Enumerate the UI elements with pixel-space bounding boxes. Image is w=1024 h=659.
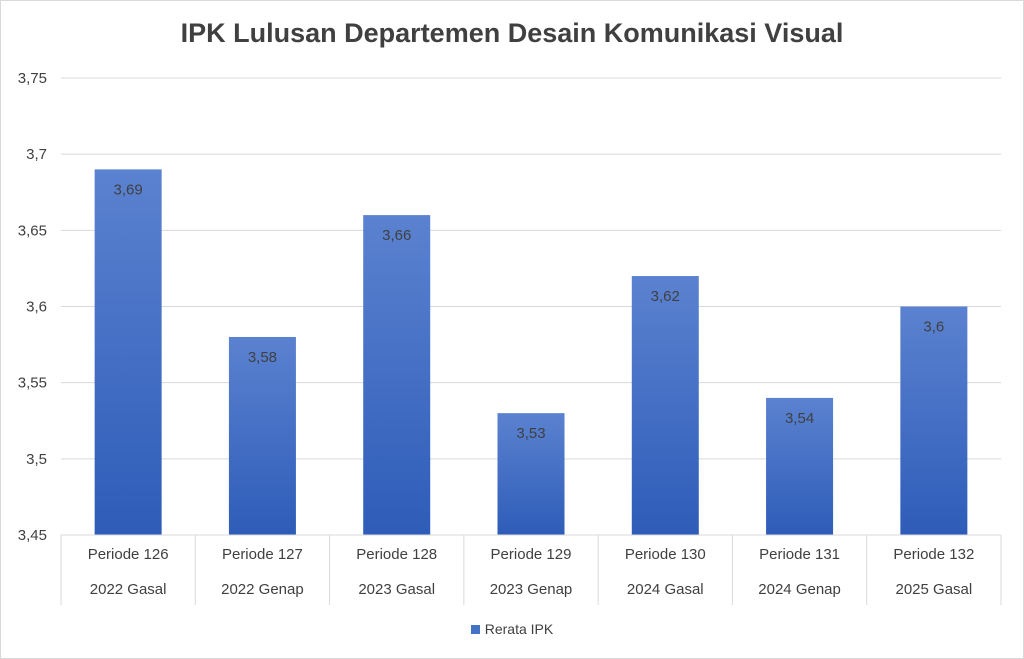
x-category-label: Periode 130 bbox=[625, 546, 706, 563]
bar bbox=[497, 413, 565, 535]
x-category-label: Periode 126 bbox=[88, 546, 169, 563]
x-category-label: 2024 Gasal bbox=[627, 581, 704, 598]
x-category-label: 2025 Gasal bbox=[895, 581, 972, 598]
bar bbox=[631, 276, 699, 535]
bar bbox=[766, 397, 834, 535]
x-category-label: Periode 127 bbox=[222, 546, 303, 563]
legend-swatch bbox=[470, 624, 480, 634]
data-label: 3,6 bbox=[923, 319, 944, 336]
y-tick-label: 3,6 bbox=[26, 299, 47, 316]
x-category-label: 2022 Genap bbox=[221, 581, 304, 598]
data-label: 3,62 bbox=[651, 288, 680, 305]
data-label: 3,53 bbox=[516, 425, 545, 442]
x-category-label: Periode 128 bbox=[356, 546, 437, 563]
y-tick-label: 3,55 bbox=[18, 375, 47, 392]
legend-label: Rerata IPK bbox=[484, 621, 554, 637]
x-category-label: Periode 131 bbox=[759, 546, 840, 563]
y-tick-label: 3,5 bbox=[26, 451, 47, 468]
data-label: 3,69 bbox=[114, 181, 143, 198]
y-tick-label: 3,75 bbox=[18, 70, 47, 87]
x-category-label: Periode 132 bbox=[893, 546, 974, 563]
data-label: 3,58 bbox=[248, 349, 277, 366]
bar bbox=[94, 169, 162, 535]
x-category-label: 2024 Genap bbox=[758, 581, 841, 598]
data-label: 3,66 bbox=[382, 227, 411, 244]
y-tick-label: 3,45 bbox=[18, 527, 47, 544]
x-category-label: 2023 Genap bbox=[490, 581, 573, 598]
legend: Rerata IPK bbox=[0, 621, 1024, 637]
bar bbox=[228, 336, 296, 535]
chart-title: IPK Lulusan Departemen Desain Komunikasi… bbox=[180, 18, 844, 48]
data-label: 3,54 bbox=[785, 410, 814, 427]
y-tick-label: 3,65 bbox=[18, 222, 47, 239]
x-category-label: 2023 Gasal bbox=[358, 581, 435, 598]
bar bbox=[900, 306, 968, 535]
x-category-label: 2022 Gasal bbox=[90, 581, 167, 598]
y-tick-label: 3,7 bbox=[26, 146, 47, 163]
x-category-label: Periode 129 bbox=[491, 546, 572, 563]
bar bbox=[363, 215, 431, 535]
